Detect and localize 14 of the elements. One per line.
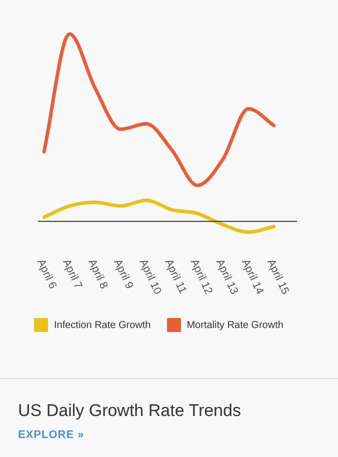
x-tick-label: April 13: [213, 257, 240, 296]
x-tick-label: April 14: [238, 257, 266, 296]
x-tick-label: April 9: [111, 257, 136, 291]
legend-label: Infection Rate Growth: [54, 320, 151, 330]
x-tick-label: April 10: [136, 257, 164, 296]
x-tick-label: April 8: [86, 257, 110, 291]
text: EXPLORE »: [18, 429, 86, 441]
x-tick-label: April 12: [188, 257, 215, 296]
legend-label: Mortality Rate Growth: [186, 320, 284, 330]
x-tick-label: April 11: [162, 257, 189, 296]
x-tick-label: April 15: [264, 257, 292, 296]
x-tick-label: April 7: [60, 257, 84, 291]
x-tick-label: April 6: [34, 257, 59, 291]
text: US Daily Growth Rate Trends: [18, 401, 242, 421]
